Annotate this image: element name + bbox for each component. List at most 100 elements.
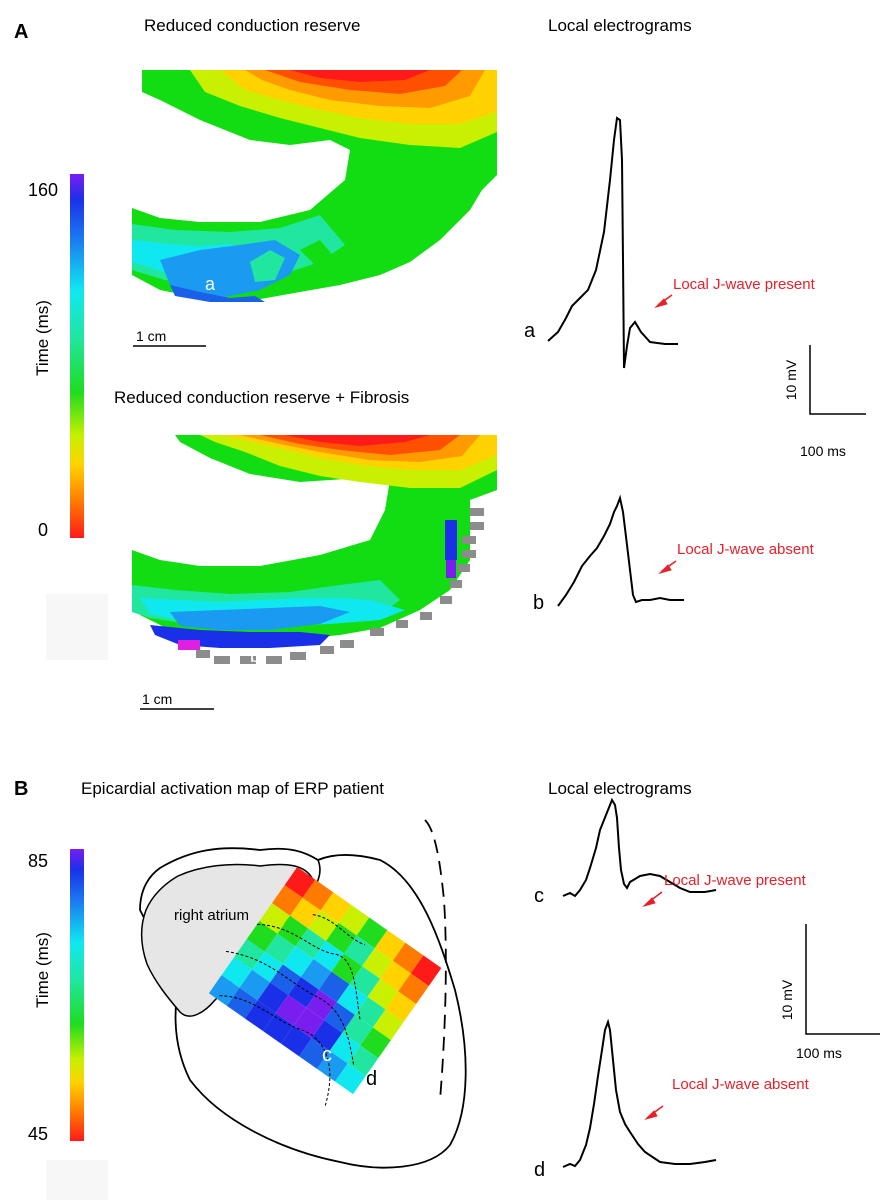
colorbar-a [70,174,84,538]
grid-cell [280,1025,312,1057]
colorbar-a-min: 0 [38,520,48,540]
colorbar-a-max: 160 [28,180,58,200]
grid-cell [311,1020,343,1051]
grid-cell [244,1000,276,1032]
grid-cell [326,922,357,954]
activation-map-1: a [132,70,497,302]
arrow-d-head [644,1110,658,1120]
colorbar-a-label: Time (ms) [33,300,52,376]
grid-cell [277,915,309,947]
grid-cell [354,996,386,1028]
grid-cell [367,978,399,1010]
grid-cell [264,933,296,965]
grid-cell [372,1009,404,1041]
colorbar-b-min: 45 [28,1124,48,1144]
arrow-a-head [654,298,668,308]
grid-cell [398,973,429,1005]
atrium-label: right atrium [174,907,249,924]
electrogram-label-b: b [533,592,544,614]
site-d: d [366,1068,377,1090]
electrogram-label-c: c [534,885,544,907]
grid-cell [320,892,352,923]
scale-bar-b-voltage: 10 mV [779,979,795,1020]
grid-cell [308,910,339,941]
grid-cell [300,958,332,990]
annotation-d: Local J-wave absent [672,1076,810,1093]
grid-cell [410,955,442,987]
grid-cell [356,917,388,949]
grid-cell [302,879,334,911]
colorbar-b-label: Time (ms) [33,932,52,1008]
grid-cell [239,969,271,1001]
grid-cell [336,984,368,1015]
panel-b-map-title: Epicardial activation map of ERP patient [81,779,384,798]
scale-bar-a [809,345,866,415]
grid-cell [385,991,417,1023]
grid-cell [293,1007,325,1039]
annotation-a: Local J-wave present [673,276,816,293]
grid-cell [259,903,291,934]
panel-a-map-title-2: Reduced conduction reserve + Fibrosis [114,388,409,407]
panel-b-letter: B [14,778,28,800]
grid-cell [257,982,289,1014]
grid-cell [329,1032,361,1064]
scale-bar-a-voltage: 10 mV [783,359,799,400]
grid-cell [282,946,314,977]
grid-cell [380,960,411,992]
grid-cell [317,1050,348,1082]
grid-cell [246,921,278,952]
panel-b-egm-title: Local electrograms [548,779,692,798]
electrogram-trace-c [562,797,717,898]
grid-cell [318,971,350,1003]
grid-cell [335,1063,366,1095]
annotation-c: Local J-wave present [664,872,807,889]
grid-cell [262,1013,294,1044]
electrogram-label-d: d [534,1159,545,1181]
panel-a-map-title-1: Reduced conduction reserve [144,16,360,35]
site-a: a [205,274,216,294]
scale-bar-b [805,924,880,1035]
grid-cell [374,930,406,961]
scale-bar-b-time: 100 ms [796,1045,842,1061]
grid-cell [392,942,424,974]
electrogram-label-a: a [524,320,536,342]
annotation-b: Local J-wave absent [677,541,815,558]
activation-map-2: b [132,435,497,666]
scalebar-2-label: 1 cm [142,691,172,707]
electrogram-trace-a [547,116,678,369]
electrogram-trace-b [557,494,684,607]
arrow-b-head [658,564,672,574]
grid-cell [347,1045,379,1077]
site-b: b [250,646,260,666]
grid-cell [360,1027,391,1059]
site-c: c [322,1044,332,1066]
grid-cell [306,989,337,1021]
fibrosis-cells [196,508,484,664]
grid-cell [342,1014,373,1046]
grid-cell [226,987,258,1019]
arrow-c-head [642,897,656,907]
scalebar-1-label: 1 cm [136,328,166,344]
grid-cell [284,867,316,898]
faint-patch-a [46,594,108,660]
grid-cell [324,1002,355,1033]
activation-grid [208,867,442,1107]
scale-bar-a-time: 100 ms [800,443,846,459]
electrogram-trace-d [562,1018,717,1168]
grid-cell [338,904,370,936]
grid-cell [290,897,321,929]
grid-cell [349,966,381,997]
faint-patch-b [46,1160,108,1200]
grid-cell [362,948,393,979]
grid-cell [344,935,375,967]
colorbar-b [70,849,84,1141]
colorbar-b-max: 85 [28,851,48,871]
grid-cell [234,939,265,970]
panel-a-egm-title: Local electrograms [548,16,692,35]
grid-cell [221,957,253,988]
grid-cell [331,953,363,985]
grid-cell [313,940,345,972]
grid-cell [252,951,283,983]
panel-a-letter: A [14,21,28,43]
